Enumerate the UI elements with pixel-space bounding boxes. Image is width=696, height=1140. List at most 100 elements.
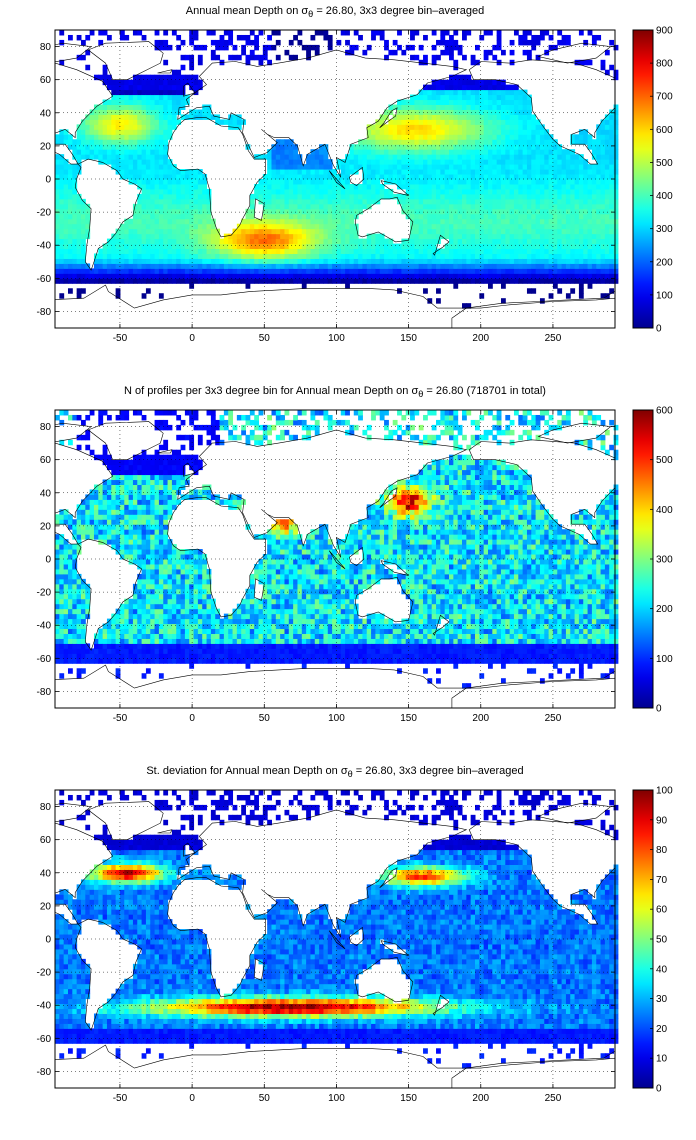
heatmap-cell (124, 34, 130, 41)
heatmap-cell (115, 119, 121, 125)
heatmap-cell (158, 124, 164, 130)
heatmap-cell (89, 154, 95, 160)
heatmap-cell (323, 30, 329, 36)
heatmap-cell (405, 154, 411, 160)
heatmap-cell (55, 164, 60, 170)
heatmap-cell (267, 228, 272, 235)
heatmap-cell (59, 248, 65, 254)
heatmap-cell (526, 39, 532, 46)
heatmap-cell (431, 114, 437, 120)
heatmap-cell (457, 134, 463, 140)
heatmap-cell (167, 164, 173, 170)
heatmap-cell (548, 139, 554, 145)
heatmap-cell (479, 139, 485, 145)
heatmap-cell (371, 169, 376, 175)
heatmap-cell (145, 554, 151, 560)
heatmap-cell (171, 248, 177, 254)
heatmap-cell (59, 169, 65, 175)
heatmap-cell (431, 218, 437, 225)
heatmap-cell (206, 109, 212, 115)
heatmap-cell (583, 233, 589, 240)
heatmap-cell (124, 529, 130, 535)
heatmap-cell (262, 238, 268, 245)
heatmap-cell (254, 258, 260, 264)
heatmap-cell (310, 248, 316, 254)
heatmap-cell (475, 263, 480, 269)
heatmap-cell (232, 238, 238, 245)
heatmap-cell (518, 164, 524, 170)
heatmap-cell (124, 129, 130, 135)
heatmap-cell (115, 643, 121, 649)
heatmap-cell (63, 658, 69, 664)
heatmap-cell (189, 268, 195, 274)
heatmap-cell (401, 198, 407, 205)
heatmap-cell (85, 268, 91, 274)
heatmap-cell (470, 154, 476, 160)
heatmap-cell (431, 154, 437, 160)
heatmap-cell (76, 509, 82, 515)
heatmap-cell (405, 114, 411, 120)
heatmap-cell (119, 623, 125, 630)
heatmap-cell (171, 228, 177, 235)
heatmap-cell (288, 278, 294, 284)
heatmap-cell (202, 208, 208, 215)
coastline (55, 284, 615, 328)
heatmap-cell (487, 223, 493, 230)
heatmap-cell (427, 213, 433, 220)
heatmap-cell (427, 183, 433, 190)
heatmap-cell (275, 263, 281, 269)
heatmap-cell (453, 223, 459, 230)
heatmap-cell (427, 144, 433, 150)
heatmap-cell (531, 288, 537, 294)
heatmap-cell (145, 519, 151, 525)
heatmap-cell (423, 268, 428, 274)
heatmap-cell (375, 278, 381, 284)
heatmap-cell (167, 263, 173, 269)
heatmap-cell (518, 174, 524, 180)
heatmap-cell (427, 298, 433, 304)
heatmap-cell (202, 203, 208, 210)
heatmap-cell (544, 248, 550, 254)
heatmap-cell (293, 174, 298, 180)
heatmap-cell (145, 648, 151, 654)
heatmap-cell (163, 183, 169, 190)
heatmap-cell (609, 144, 615, 150)
heatmap-cell (167, 99, 173, 105)
heatmap-cell (128, 524, 134, 530)
heatmap-cell (249, 39, 255, 46)
heatmap-cell (55, 549, 60, 555)
heatmap-cell (531, 119, 537, 125)
heatmap-cell (410, 263, 415, 269)
heatmap-cell (98, 658, 104, 664)
heatmap-cell (262, 198, 268, 205)
heatmap-cell (67, 623, 73, 630)
heatmap-cell (449, 129, 454, 135)
heatmap-cell (72, 524, 78, 530)
heatmap-cell (111, 459, 117, 466)
heatmap-cell (193, 253, 199, 259)
heatmap-cell (327, 213, 333, 220)
heatmap-cell (314, 238, 320, 245)
heatmap-cell (67, 568, 73, 575)
heatmap-cell (145, 169, 151, 175)
heatmap-cell (137, 233, 143, 240)
heatmap-cell (106, 248, 112, 254)
heatmap-cell (80, 124, 86, 130)
heatmap-cell (111, 104, 117, 110)
heatmap-cell (561, 203, 567, 210)
heatmap-cell (513, 208, 519, 215)
heatmap-cell (72, 193, 78, 200)
heatmap-cell (358, 154, 363, 160)
heatmap-cell (137, 198, 143, 205)
heatmap-cell (76, 598, 82, 605)
heatmap-cell (431, 89, 437, 96)
heatmap-cell (371, 248, 376, 254)
heatmap-cell (388, 124, 394, 130)
heatmap-cell (479, 119, 485, 125)
heatmap-cell (609, 174, 615, 180)
heatmap-cell (89, 494, 95, 500)
heatmap-cell (76, 213, 82, 220)
heatmap-cell (141, 638, 147, 644)
heatmap-cell (600, 193, 606, 200)
heatmap-cell (453, 44, 459, 51)
